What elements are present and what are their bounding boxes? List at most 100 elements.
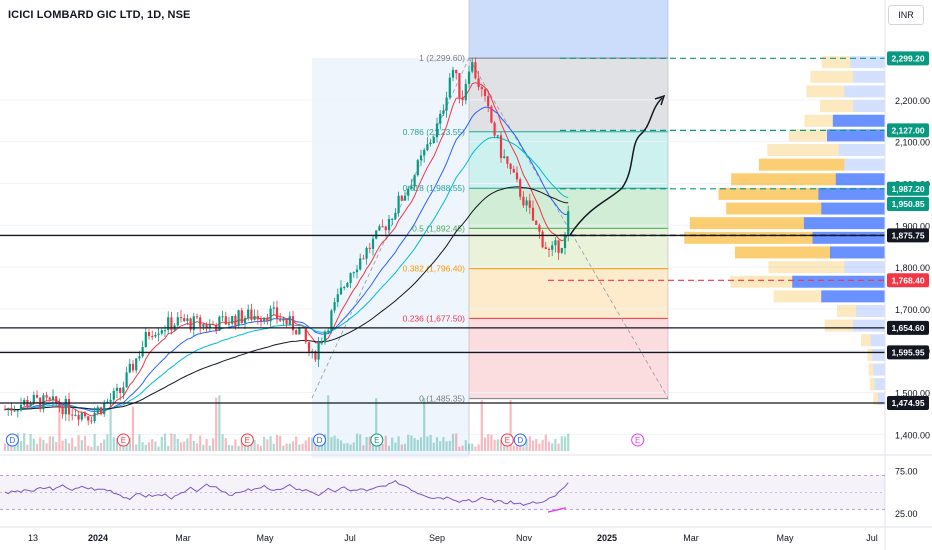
event-marker-icon[interactable] xyxy=(370,433,384,447)
projection-arrow-path[interactable] xyxy=(569,97,663,236)
time-tick-label: Jul xyxy=(344,533,356,543)
symbol-title[interactable]: ICICI LOMBARD GIC LTD, 1D, NSE xyxy=(8,9,191,21)
candle-body xyxy=(55,396,58,404)
candle-body xyxy=(224,316,227,325)
volume-bar xyxy=(103,439,106,451)
candle-body xyxy=(64,398,67,415)
candle-body xyxy=(13,410,16,412)
candle-body xyxy=(240,310,243,323)
vp-sell-bar xyxy=(853,319,885,332)
volume-bar xyxy=(381,444,384,451)
time-tick-label: Sep xyxy=(429,533,445,543)
candle-body xyxy=(51,396,55,400)
volume-bars xyxy=(3,395,570,451)
candle-body xyxy=(416,160,419,176)
candle-body xyxy=(138,356,141,359)
vp-sell-bar xyxy=(870,334,885,347)
candle-body xyxy=(378,226,381,231)
volume-bar xyxy=(298,444,301,451)
price-axis[interactable]: 1,400.001,500.001,600.001,700.001,800.00… xyxy=(895,96,930,441)
candle-body xyxy=(131,363,135,371)
candle-body xyxy=(58,403,61,407)
candle-body xyxy=(458,73,461,98)
candle-body xyxy=(144,332,147,348)
candle-body xyxy=(535,220,538,225)
volume-bar xyxy=(240,442,243,451)
time-tick-label: 2024 xyxy=(88,533,108,543)
candle-body xyxy=(496,135,499,137)
volume-bar xyxy=(368,436,371,451)
candle-body xyxy=(221,316,224,318)
event-marker-icon[interactable] xyxy=(116,433,130,447)
candle-body xyxy=(426,144,429,150)
candle-body xyxy=(567,211,570,235)
volume-bar xyxy=(263,436,266,451)
candle-body xyxy=(35,395,39,398)
vp-buy-bar xyxy=(868,363,874,376)
candle-body xyxy=(87,416,90,421)
volume-bar xyxy=(45,443,48,451)
candle-body xyxy=(141,347,144,357)
candle-body xyxy=(547,249,551,251)
candle-body xyxy=(503,156,506,158)
candle-body xyxy=(384,226,387,231)
candle-body xyxy=(128,363,131,373)
volume-bar xyxy=(333,435,336,451)
volume-bar xyxy=(512,445,515,451)
time-tick-label: Mar xyxy=(175,533,191,543)
volume-bar xyxy=(461,445,464,451)
rsi-pane[interactable]: 75.00 25.00 xyxy=(0,466,918,519)
vp-sell-bar xyxy=(792,275,885,288)
currency-button[interactable]: INR xyxy=(888,5,924,25)
event-marker-icon[interactable] xyxy=(513,433,527,447)
event-marker-icon[interactable] xyxy=(313,433,326,447)
candle-body xyxy=(106,401,109,403)
candle-body xyxy=(362,258,365,260)
volume-bar xyxy=(234,439,237,451)
time-axis[interactable]: 13 2024 Mar May Jul Sep Nov 2025 Mar May Jul xyxy=(28,533,878,543)
candle-body xyxy=(461,97,464,101)
candle-body xyxy=(531,207,535,221)
event-marker-icon[interactable] xyxy=(240,433,254,447)
candle-body xyxy=(371,238,375,249)
rsi-divergence-line[interactable] xyxy=(547,507,567,513)
volume-bar xyxy=(416,439,419,451)
candle-body xyxy=(243,318,247,323)
candle-body xyxy=(320,342,323,344)
horizontal-levels[interactable] xyxy=(0,57,885,404)
candle-body xyxy=(477,78,480,88)
candle-body xyxy=(211,324,215,326)
candle-body xyxy=(525,200,528,206)
price-label-badge xyxy=(887,51,929,66)
candle-body xyxy=(195,316,199,318)
volume-profile xyxy=(684,56,885,405)
volume-bar xyxy=(227,444,231,451)
volume-bar xyxy=(445,441,448,451)
volume-bar xyxy=(71,437,74,451)
candle-body xyxy=(42,395,45,410)
volume-bar xyxy=(423,398,426,451)
volume-bar xyxy=(403,443,407,451)
candle-body xyxy=(403,195,407,201)
candle-body xyxy=(464,83,467,101)
volume-bar xyxy=(269,436,272,451)
candle-body xyxy=(471,62,474,72)
volume-bar xyxy=(109,400,112,451)
projection-drawings[interactable] xyxy=(569,94,666,236)
candle-body xyxy=(96,407,99,413)
candle-body xyxy=(327,330,330,332)
price-label-badge xyxy=(887,123,929,138)
event-marker-icon[interactable] xyxy=(500,433,514,447)
event-marker-icon[interactable] xyxy=(631,433,645,447)
event-marker-icon[interactable] xyxy=(5,433,19,447)
volume-bar xyxy=(330,437,333,451)
price-tick-label: 1,700.00 xyxy=(895,305,930,315)
volume-bar xyxy=(400,444,403,451)
vp-sell-bar xyxy=(821,290,885,303)
volume-bar xyxy=(26,444,29,451)
volume-bar xyxy=(554,438,557,451)
candlesticks[interactable] xyxy=(3,57,570,426)
volume-bar xyxy=(96,445,99,451)
